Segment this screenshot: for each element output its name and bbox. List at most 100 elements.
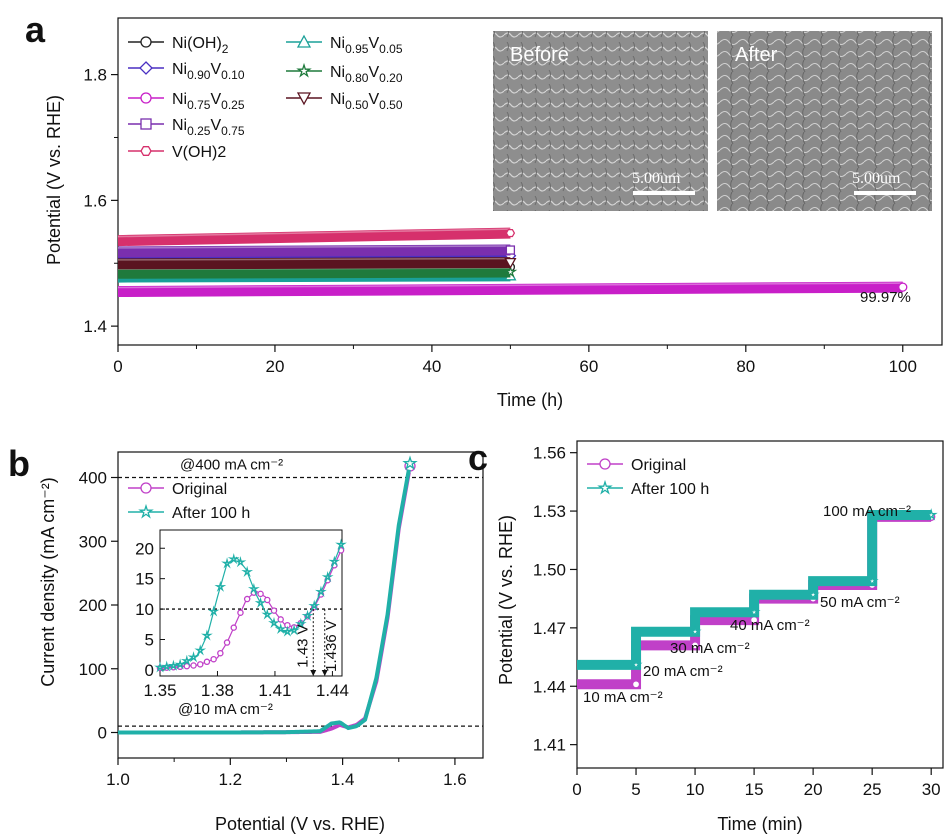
sem-after-scale-text: 5.00um xyxy=(852,170,901,187)
sem-before-scale-text: 5.00um xyxy=(632,170,681,187)
chart-c-series-step-marker-1 xyxy=(865,574,879,587)
chart-a-series-band-2 xyxy=(117,281,903,298)
chart-c-step-label-4: 50 mA cm⁻² xyxy=(820,594,900,611)
legend-subscript: 0.80 xyxy=(345,71,369,85)
chart-b-inset-point-1 xyxy=(234,556,247,568)
chart-c-series-step-marker-1 xyxy=(806,587,820,601)
chart-b-xtick-label: 1.2 xyxy=(218,770,242,789)
chart-c-series-step-marker-0 xyxy=(690,641,700,650)
chart-b-inset-ytick-label: 10 xyxy=(135,600,154,619)
chart-c-series xyxy=(577,508,938,690)
chart-b-inset-marker-arrow-0 xyxy=(310,670,317,676)
chart-b-inset-point-1 xyxy=(227,553,240,565)
chart-b-inset-xtick-label: 1.44 xyxy=(316,681,349,700)
chart-b-reference-lines: @400 mA cm⁻² @10 mA cm⁻² xyxy=(118,457,483,727)
chart-a-series xyxy=(117,227,908,298)
legend-text-part: Ni xyxy=(172,117,187,134)
chart-c-step-label-1: 20 mA cm⁻² xyxy=(643,663,723,680)
chart-a-retention-annotation: 99.97% xyxy=(860,289,911,306)
chart-b-inset-point-1 xyxy=(221,557,233,569)
legend-text-part: V xyxy=(368,64,379,81)
chart-c-series-step-marker-1 xyxy=(629,657,643,671)
chart-a-legend-marker-6 xyxy=(296,62,312,78)
chart-a-legend-label-6: Ni0.80V0.20 xyxy=(330,64,403,85)
chart-a-ytick-label: 1.4 xyxy=(83,317,107,336)
chart-a-legend-marker-7 xyxy=(296,92,312,106)
chart-c-ytick-label: 1.56 xyxy=(533,444,566,463)
chart-b-series xyxy=(118,455,418,735)
chart-c-legend-label-1: After 100 h xyxy=(631,481,709,498)
chart-a-xtick-label: 40 xyxy=(422,357,441,376)
chart-c-ylabel: Potential (V vs. RHE) xyxy=(496,515,516,685)
legend-subscript: 0.75 xyxy=(221,124,245,138)
sem-inset-before: Before 5.00um xyxy=(493,31,708,211)
chart-c-ytick-label: 1.41 xyxy=(533,736,566,755)
panel-label-a: a xyxy=(25,9,46,50)
chart-b-inset-point-1 xyxy=(154,661,166,673)
chart-b-inset-ytick-label: 0 xyxy=(145,661,154,680)
chart-c-xtick-label: 15 xyxy=(745,780,764,799)
chart-b-inset-point-1 xyxy=(247,582,260,595)
chart-c-step-label-0: 10 mA cm⁻² xyxy=(583,689,663,706)
chart-a-legend-marker-3 xyxy=(140,118,152,130)
chart-b-inset-ticks: 1.35 1.38 1.41 1.44 0 5 10 15 20 xyxy=(135,539,349,700)
chart-a-ylabel: Potential (V vs. RHE) xyxy=(44,95,64,265)
chart-b-reference-label-400: @400 mA cm⁻² xyxy=(180,457,283,474)
chart-b-reference-label-10: @10 mA cm⁻² xyxy=(178,701,273,718)
chart-b-legend-label-0: Original xyxy=(172,481,227,498)
chart-b-inset-point-0 xyxy=(230,624,238,631)
legend-subscript: 0.75 xyxy=(187,98,211,112)
chart-c-ticks: 0 5 10 15 20 25 30 1.41 1.44 1.47 1.50 1.53 1.56 xyxy=(533,444,941,799)
chart-b-inset-point-0 xyxy=(243,595,251,603)
chart-c: 0 5 10 15 20 25 30 1.41 1.44 1.47 1.50 1.53 1.56 Ori… xyxy=(496,440,944,834)
chart-c-xtick-label: 5 xyxy=(631,780,640,799)
chart-a-legend-marker-1 xyxy=(139,61,153,75)
chart-b-ytick-label: 400 xyxy=(79,469,107,488)
chart-a-series-band-6 xyxy=(117,266,511,279)
chart-c-series-connector-1 xyxy=(577,514,932,666)
sem-before-label: Before xyxy=(510,44,569,66)
chart-b-series-end-marker-1 xyxy=(402,455,418,471)
chart-c-xtick-label: 20 xyxy=(804,780,823,799)
chart-a: 0 20 40 60 80 100 1.4 1.6 1.8 Before 5.00um Afte… xyxy=(44,17,943,410)
sem-after-scale-bar xyxy=(854,191,916,195)
chart-a-series-endpoint-3 xyxy=(505,245,516,255)
chart-b-legend-marker-0 xyxy=(140,482,152,494)
chart-a-series-endpoint-2 xyxy=(898,282,908,292)
chart-b-inset-point-0 xyxy=(223,639,231,646)
chart-b-inset-point-0 xyxy=(257,590,264,598)
chart-b-inset-point-1 xyxy=(214,580,227,592)
chart-b-inset-point-1 xyxy=(301,609,314,621)
chart-b-inset-point-0 xyxy=(196,661,204,668)
chart-b-inset-series xyxy=(154,538,347,673)
chart-b-inset-point-1 xyxy=(254,596,267,609)
chart-a-ytick-label: 1.6 xyxy=(83,191,107,210)
legend-text-part: Ni xyxy=(330,35,345,52)
legend-subscript: 0.25 xyxy=(187,124,211,138)
chart-b-inset-point-1 xyxy=(321,570,334,583)
legend-subscript: 0.25 xyxy=(221,98,245,112)
chart-b-inset-point-1 xyxy=(174,658,187,670)
chart-c-series-step-marker-1 xyxy=(688,624,702,638)
chart-b-inset-point-1 xyxy=(241,565,254,577)
chart-a-xtick-label: 0 xyxy=(113,357,122,376)
legend-subscript: 0.10 xyxy=(221,68,245,82)
legend-subscript: 2 xyxy=(222,42,229,56)
chart-b-inset-point-0 xyxy=(183,662,191,670)
chart-b-series-line-1 xyxy=(118,469,411,735)
chart-b-ylabel: Current density (mA cm⁻²) xyxy=(38,477,58,687)
chart-c-xtick-label: 10 xyxy=(686,780,705,799)
chart-b-inset-point-1 xyxy=(308,599,321,611)
chart-a-xtick-label: 80 xyxy=(736,357,755,376)
chart-c-ytick-label: 1.53 xyxy=(533,502,566,521)
chart-c-legend-label-0: Original xyxy=(631,457,686,474)
chart-b-inset-point-0 xyxy=(237,609,244,616)
chart-a-xlabel: Time (h) xyxy=(497,390,563,410)
sem-inset-after: After 5.00um xyxy=(717,31,932,211)
chart-b-inset-ytick-label: 15 xyxy=(135,570,154,589)
chart-b-inset-point-1 xyxy=(328,555,341,567)
panel-label-b: b xyxy=(8,443,30,484)
legend-text-part: V xyxy=(210,61,221,78)
chart-b-inset-point-0 xyxy=(203,658,211,666)
